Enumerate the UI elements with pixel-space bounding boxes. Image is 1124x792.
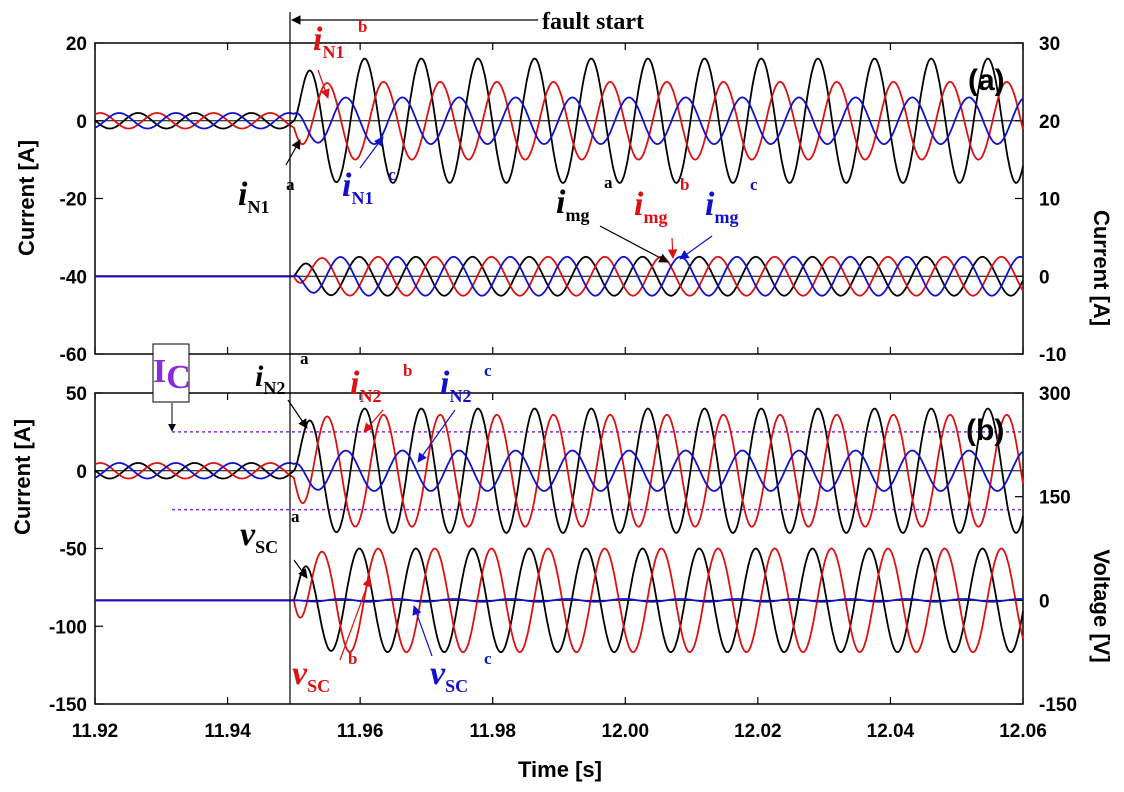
panel-a-ylabel: Current [A] (14, 140, 39, 256)
series-i-N2-b (94, 413, 1024, 528)
label-iN2c: iN2c (440, 361, 492, 406)
y2-tick-label: 20 (1039, 112, 1060, 133)
pointer-vSCb (339, 577, 372, 661)
panel-b-y2label: Voltage [V] (1089, 549, 1114, 662)
y-tick-label: 20 (66, 34, 87, 55)
pointer-vSCc (412, 605, 433, 657)
y-tick-label: -20 (60, 190, 87, 211)
pointer-iN1c (359, 136, 384, 169)
pointer-imgc (679, 235, 713, 260)
pointer-imgb (667, 237, 678, 259)
pointer-iN1b (317, 69, 330, 99)
label-iN1b: iN1b (313, 17, 367, 62)
label-iN2b: iN2b (350, 361, 412, 406)
x-tick-label: 12.06 (999, 721, 1047, 742)
panel-a-series (94, 57, 1024, 297)
label-imga: imga (556, 173, 613, 225)
y2-tick-label: 10 (1039, 190, 1060, 211)
pointer-iN2b (363, 409, 384, 433)
y-tick-label: -50 (60, 540, 87, 561)
y2-tick-label: 300 (1039, 384, 1071, 405)
label-imgc: imgc (705, 175, 758, 227)
series-i-mg-c (95, 255, 1024, 297)
panel-a-label: (a) (968, 64, 1005, 97)
panel-a: 20 0 -20 -40 -60 30 20 10 0 -10 (a) Current [A] C… (14, 34, 1114, 366)
y-tick-label: 50 (66, 384, 87, 405)
panel-b-series (94, 407, 1024, 654)
y-tick-label: -60 (60, 345, 87, 366)
x-tick-label: 12.04 (867, 721, 915, 742)
label-imgb: imgb (634, 175, 689, 227)
ic-label: IC (153, 353, 191, 396)
y2-tick-label: 0 (1039, 591, 1050, 612)
y2-tick-label: 0 (1039, 267, 1050, 288)
panel-b-ylabel: Current [A] (10, 419, 35, 535)
y2-tick-label: 30 (1039, 34, 1060, 55)
series-i-N1-a (94, 57, 1024, 184)
series-i-N1-b (94, 80, 1024, 161)
pointer-iN2a (287, 399, 308, 429)
panel-a-y2label: Current [A] (1089, 210, 1114, 326)
x-tick-label: 12.00 (602, 721, 650, 742)
label-vSCb: vSCb (292, 649, 357, 696)
x-tick-label: 11.94 (204, 721, 251, 742)
y-tick-label: -150 (49, 695, 87, 716)
label-iN2a: iN2a (255, 349, 309, 398)
y-tick-label: -40 (60, 267, 87, 288)
panel-b: 50 0 -50 -100 -150 300 150 0 -150 11.92 11.94 11.96… (10, 384, 1114, 782)
x-tick-label: 11.96 (337, 721, 384, 742)
y-tick-label: 0 (76, 112, 87, 133)
y-tick-label: -100 (49, 617, 87, 638)
pointer-vSCa (293, 559, 308, 579)
panel-a-ticks: 20 0 -20 -40 -60 30 20 10 0 -10 (60, 34, 1067, 366)
pointer-iN1a (285, 139, 301, 166)
series-i-N2-a (94, 407, 1024, 534)
pointer-imga (599, 225, 669, 263)
pointer-iN2c (417, 409, 456, 463)
series-v-SC-c (95, 598, 1023, 603)
label-vSCc: vSCc (430, 649, 492, 696)
x-axis-label: Time [s] (518, 757, 602, 782)
fault-start-label: fault start (542, 9, 644, 35)
x-tick-label: 12.02 (734, 721, 782, 742)
series-i-N1-c (94, 96, 1024, 146)
ic-box (152, 343, 190, 403)
y2-tick-label: 150 (1039, 488, 1071, 509)
panel-b-ticks: 50 0 -50 -100 -150 300 150 0 -150 11.92 11.94 11.96… (49, 384, 1077, 742)
x-tick-label: 11.98 (469, 721, 516, 742)
x-tick-label: 11.92 (72, 721, 119, 742)
label-vSCa: vSCa (240, 507, 300, 557)
panel-b-label: (b) (966, 414, 1004, 447)
y2-tick-label: -150 (1039, 695, 1077, 716)
label-iN1a: iN1a (238, 175, 295, 217)
series-i-N2-c (94, 449, 1024, 492)
y-tick-label: 0 (76, 462, 87, 483)
y2-tick-label: -10 (1039, 345, 1066, 366)
label-iN1c: iN1c (342, 165, 396, 208)
